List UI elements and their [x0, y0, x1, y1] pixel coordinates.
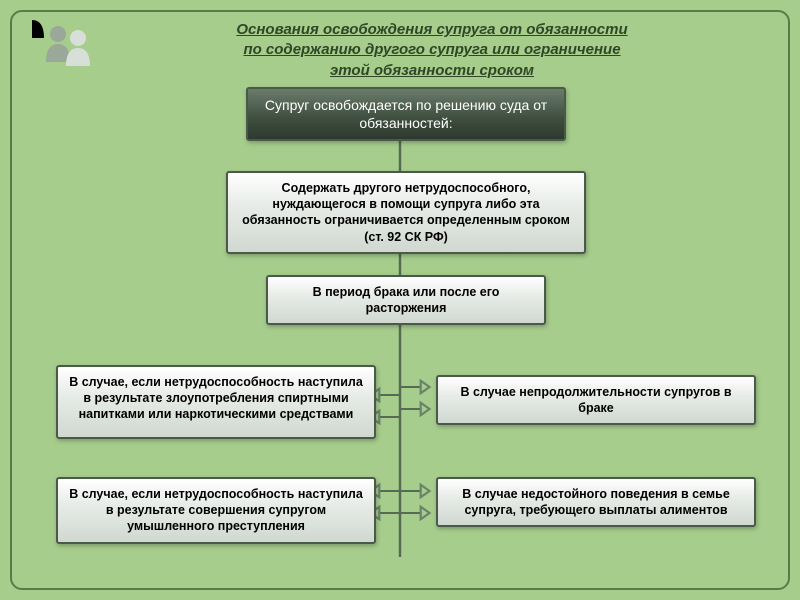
node-case-substance: В случае, если нетрудоспособность наступ…	[56, 365, 376, 439]
header: Основания освобождения супруга от обязан…	[26, 20, 774, 81]
node-period: В период брака или после его расторжения	[266, 275, 546, 326]
node-case-short-marriage: В случае непродолжительности супругов в …	[436, 375, 756, 426]
node-case-short-marriage-text: В случае непродолжительности супругов в …	[460, 385, 731, 415]
title-line-2: по содержанию другого супруга или ограни…	[243, 41, 620, 58]
node-obligation-text: Содержать другого нетрудоспособного, нуж…	[242, 181, 570, 244]
node-case-crime: В случае, если нетрудоспособность наступ…	[56, 477, 376, 544]
node-case-behavior: В случае недостойного поведения в семье …	[436, 477, 756, 528]
node-case-behavior-text: В случае недостойного поведения в семье …	[462, 487, 730, 517]
node-root: Супруг освобождается по решению суда от …	[246, 87, 566, 141]
inner-frame: Основания освобождения супруга от обязан…	[10, 10, 790, 590]
people-icon	[32, 20, 110, 76]
page-title: Основания освобождения супруга от обязан…	[120, 20, 774, 81]
node-period-text: В период брака или после его расторжения	[313, 285, 500, 315]
page: Основания освобождения супруга от обязан…	[0, 0, 800, 600]
flowchart: Супруг освобождается по решению суда от …	[26, 87, 774, 567]
node-root-text: Супруг освобождается по решению суда от …	[265, 97, 547, 131]
node-case-crime-text: В случае, если нетрудоспособность наступ…	[69, 487, 363, 534]
title-line-3: этой обязанности сроком	[330, 62, 534, 79]
person-back-icon	[46, 26, 70, 62]
person-front-icon	[66, 30, 90, 66]
node-case-substance-text: В случае, если нетрудоспособность наступ…	[69, 375, 363, 422]
title-line-1: Основания освобождения супруга от обязан…	[236, 21, 627, 38]
node-obligation: Содержать другого нетрудоспособного, нуж…	[226, 171, 586, 254]
